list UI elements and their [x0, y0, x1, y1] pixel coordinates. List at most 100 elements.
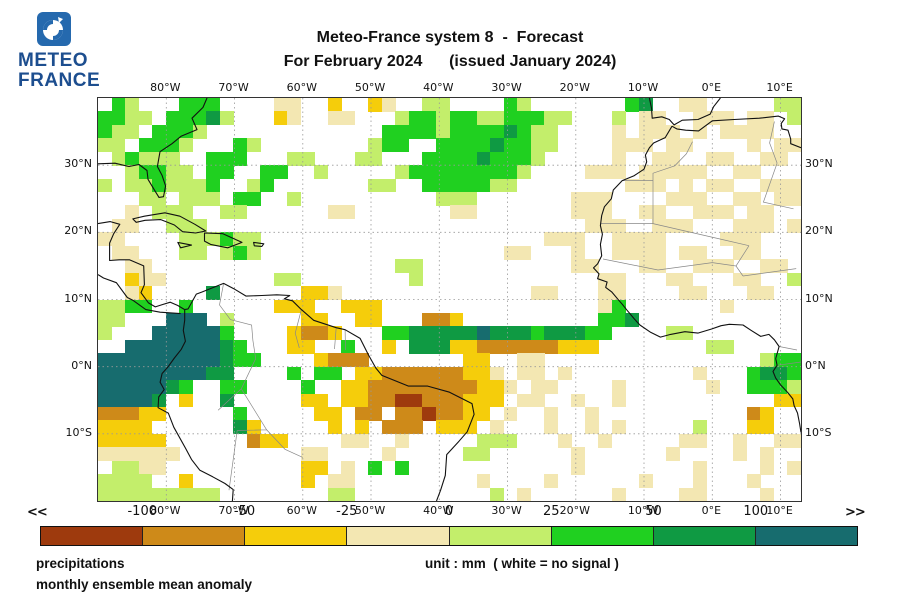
- grid-cell: [773, 366, 788, 381]
- grid-cell: [125, 353, 139, 368]
- grid-cell: [760, 124, 775, 139]
- grid-cell: [544, 420, 559, 435]
- lat-tick-left: 10°S: [65, 425, 92, 439]
- grid-cell: [179, 192, 194, 206]
- grid-cell: [125, 111, 139, 126]
- grid-cell: [219, 111, 234, 126]
- grid-cell: [165, 124, 180, 139]
- grid-cell: [463, 111, 477, 126]
- grid-cell: [111, 366, 126, 381]
- grid-cell: [463, 138, 477, 153]
- grid-cell: [435, 406, 450, 421]
- grid-cell: [611, 420, 626, 435]
- grid-cell: [138, 420, 153, 435]
- grid-cell: [719, 299, 734, 314]
- grid-cell: [503, 151, 518, 166]
- colorbar-segment: [449, 527, 552, 545]
- grid-cell: [408, 339, 423, 354]
- grid-cell: [206, 165, 221, 179]
- grid-cell: [490, 420, 504, 435]
- grid-cell: [544, 474, 559, 488]
- grid-cell: [192, 487, 207, 502]
- grid-cell: [611, 232, 626, 247]
- grid-cell: [584, 420, 599, 435]
- meteo-france-logo-icon: [37, 12, 71, 46]
- grid-cell: [395, 124, 410, 139]
- grid-cell: [746, 138, 761, 153]
- grid-cell: [152, 447, 166, 462]
- grid-cell: [490, 326, 504, 341]
- grid-cell: [652, 165, 667, 179]
- lon-tick-top: 50°W: [354, 81, 386, 94]
- grid-cell: [111, 138, 126, 153]
- grid-cell: [463, 205, 477, 220]
- grid-cell: [463, 366, 477, 381]
- grid-cell: [408, 326, 423, 341]
- grid-cell: [125, 339, 139, 354]
- grid-cell: [125, 393, 139, 408]
- grid-cell: [192, 98, 207, 112]
- grid-cell: [233, 138, 248, 153]
- grid-cell: [476, 393, 491, 408]
- lat-tick-left: 20°N: [64, 224, 92, 238]
- grid-cell: [273, 272, 288, 287]
- grid-cell: [557, 232, 572, 247]
- grid-cell: [354, 366, 369, 381]
- grid-cell: [598, 433, 613, 448]
- grid-cell: [692, 433, 707, 448]
- grid-cell: [98, 353, 112, 368]
- grid-cell: [503, 339, 518, 354]
- grid-cell: [476, 165, 491, 179]
- grid-cell: [517, 165, 531, 179]
- grid-cell: [314, 366, 329, 381]
- grid-cell: [463, 326, 477, 341]
- grid-cell: [557, 433, 572, 448]
- lon-tick-top: 80°W: [150, 81, 181, 94]
- grid-cell: [760, 460, 775, 475]
- grid-cell: [408, 380, 423, 394]
- grid-cell: [611, 380, 626, 394]
- colorbar-segment: [347, 527, 450, 545]
- grid-cell: [111, 447, 126, 462]
- grid-cell: [760, 151, 775, 166]
- grid-cell: [341, 353, 356, 368]
- grid-cell: [314, 406, 329, 421]
- grid-cell: [233, 353, 248, 368]
- grid-cell: [449, 192, 464, 206]
- grid-cell: [165, 326, 180, 341]
- grid-cell: [138, 178, 153, 193]
- lon-tick-top: 20°W: [559, 81, 590, 94]
- colorbar-right-arrow: >>: [845, 505, 866, 520]
- grid-cell: [233, 151, 248, 166]
- grid-cell: [665, 447, 680, 462]
- grid-cell: [98, 406, 112, 421]
- grid-cell: [517, 138, 531, 153]
- grid-cell: [679, 138, 694, 153]
- grid-cell: [287, 98, 302, 112]
- grid-cell: [746, 124, 761, 139]
- anomaly-cells: [98, 98, 802, 502]
- grid-cell: [354, 312, 369, 327]
- grid-cell: [273, 111, 288, 126]
- grid-cell: [381, 138, 396, 153]
- grid-cell: [638, 259, 653, 274]
- grid-cell: [111, 433, 126, 448]
- grid-cell: [165, 366, 180, 381]
- grid-cell: [152, 272, 166, 287]
- grid-cell: [179, 205, 194, 220]
- grid-cell: [557, 366, 572, 381]
- grid-cell: [179, 299, 194, 314]
- grid-cell: [463, 339, 477, 354]
- grid-cell: [760, 218, 775, 233]
- grid-cell: [341, 380, 356, 394]
- grid-cell: [746, 232, 761, 247]
- grid-cell: [787, 366, 802, 381]
- grid-cell: [111, 380, 126, 394]
- grid-cell: [368, 393, 383, 408]
- lon-tick-bottom: 60°W: [286, 504, 317, 517]
- grid-cell: [719, 151, 734, 166]
- grid-cell: [638, 178, 653, 193]
- grid-cell: [746, 406, 761, 421]
- grid-cell: [152, 487, 166, 502]
- grid-cell: [449, 326, 464, 341]
